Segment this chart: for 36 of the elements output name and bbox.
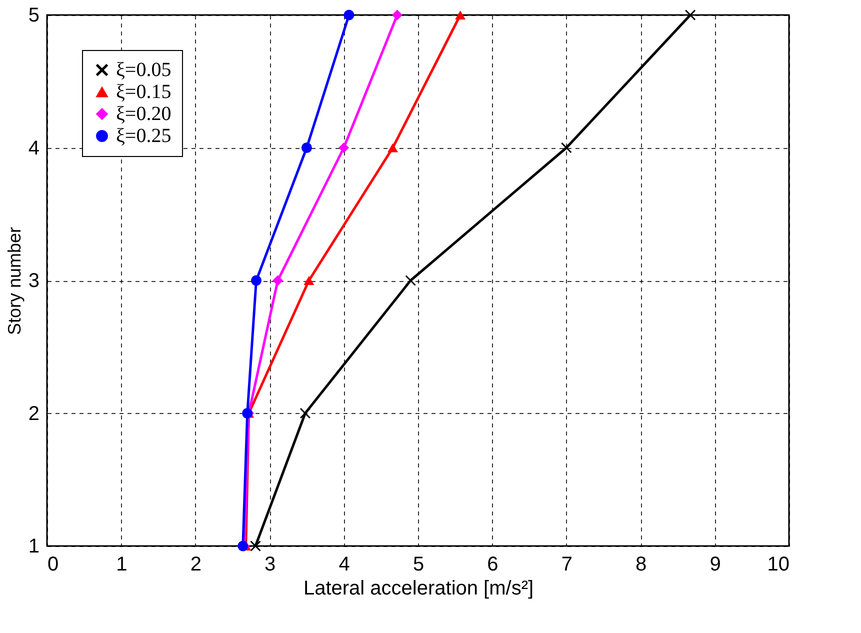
y-tick-label: 4	[28, 137, 40, 160]
point	[251, 275, 262, 286]
point	[344, 10, 354, 20]
point	[300, 408, 310, 418]
y-tick-label: 3	[28, 270, 40, 292]
x-tick-label: 2	[190, 554, 202, 576]
y-axis-title: Story number	[4, 226, 24, 336]
x-tick-label: 5	[412, 554, 424, 576]
point	[304, 276, 314, 286]
x-axis-title: Lateral acceleration [m/s²]	[303, 578, 534, 600]
legend-label: ξ=0.15	[116, 81, 172, 103]
y-tick-label: 5	[28, 4, 40, 26]
x-tick-label: 9	[710, 554, 721, 576]
x-tick-label: 7	[561, 554, 572, 576]
x-tick-label: 10	[767, 554, 790, 576]
legend-label: ξ=0.25	[116, 125, 172, 147]
x-tick-label: 8	[636, 554, 647, 576]
point	[561, 142, 572, 153]
point	[388, 143, 398, 152]
point	[392, 10, 402, 20]
point	[685, 10, 696, 20]
point	[338, 142, 350, 153]
y-tick-label: 1	[28, 536, 40, 558]
x-tick-label: 0	[48, 554, 59, 576]
legend-label: ξ=0.05	[116, 59, 172, 81]
point	[250, 540, 261, 552]
x-tick-label: 3	[264, 554, 276, 576]
point	[455, 10, 466, 20]
point	[301, 142, 312, 153]
x-tick-label: 1	[116, 554, 128, 576]
x-tick-label: 4	[338, 554, 350, 576]
point	[272, 275, 284, 286]
y-tick-label: 2	[28, 402, 40, 425]
point	[405, 275, 416, 286]
x-tick-label: 6	[487, 554, 498, 576]
legend-label: ξ=0.20	[116, 103, 172, 125]
